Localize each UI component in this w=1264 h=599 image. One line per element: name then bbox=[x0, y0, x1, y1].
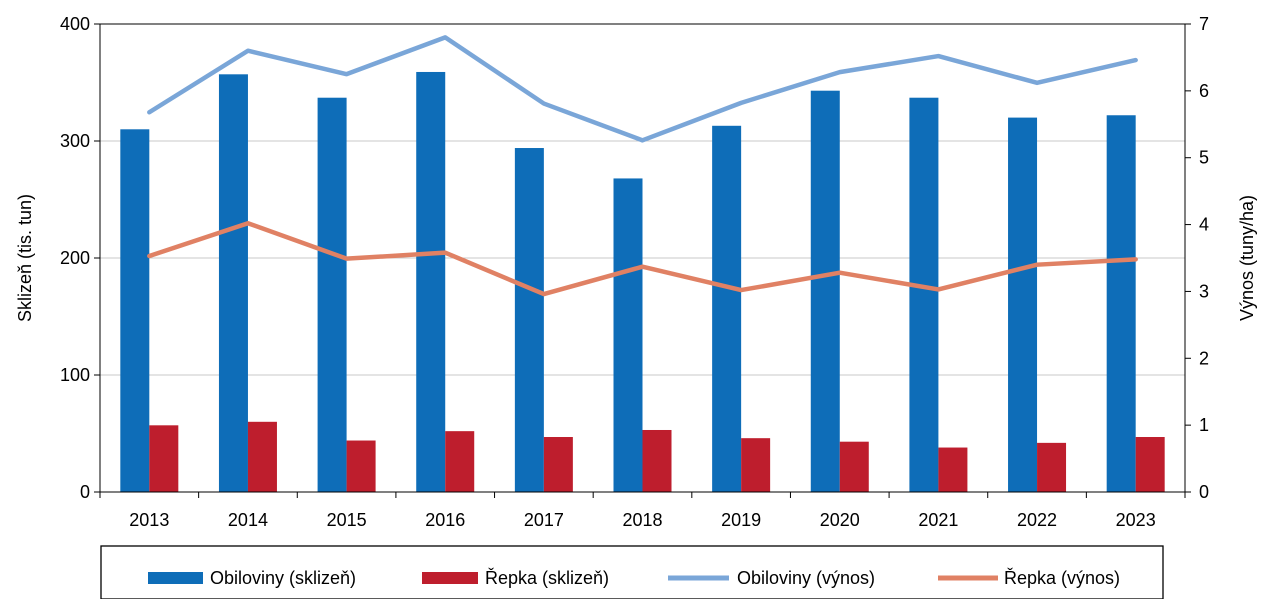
x-tick-label: 2020 bbox=[820, 510, 860, 530]
bar-0-2013 bbox=[120, 129, 150, 493]
x-tick-label: 2017 bbox=[524, 510, 564, 530]
bar-0-2023 bbox=[1106, 115, 1136, 492]
legend-item-repka-sklizen: Řepka (sklizeň) bbox=[422, 568, 609, 588]
y-tick-label: 300 bbox=[60, 131, 90, 151]
bar-1-2014 bbox=[247, 421, 277, 492]
bar-1-2022 bbox=[1037, 442, 1067, 492]
axes: 0 100 200 300 400 0 1 2 3 4 5 6 7 2013 2014 2015 2016 201… bbox=[60, 14, 1209, 530]
bar-1-2013 bbox=[149, 425, 179, 492]
x-tick-label: 2016 bbox=[425, 510, 465, 530]
y2-tick-label: 6 bbox=[1199, 81, 1209, 101]
bar-0-2019 bbox=[712, 125, 742, 492]
bar-1-2019 bbox=[741, 438, 771, 492]
y2-tick-label: 3 bbox=[1199, 281, 1209, 301]
x-tick-label: 2021 bbox=[918, 510, 958, 530]
x-tick-label: 2018 bbox=[622, 510, 662, 530]
bar-0-2014 bbox=[218, 74, 248, 492]
y-axis-title: Sklizeň (tis. tun) bbox=[15, 194, 35, 322]
bar-1-2018 bbox=[642, 429, 672, 492]
legend-swatch bbox=[422, 572, 478, 584]
legend-label: Obiloviny (sklizeň) bbox=[210, 568, 356, 588]
y2-tick-label: 2 bbox=[1199, 348, 1209, 368]
legend-label: Obiloviny (výnos) bbox=[737, 568, 875, 588]
bar-1-2020 bbox=[839, 441, 869, 492]
y2-tick-label: 0 bbox=[1199, 482, 1209, 502]
lines bbox=[147, 35, 1138, 297]
bar-0-2021 bbox=[909, 97, 939, 493]
bar-0-2018 bbox=[613, 178, 643, 492]
legend: Obiloviny (sklizeň) Řepka (sklizeň) Obil… bbox=[100, 545, 1164, 599]
y-tick-label: 0 bbox=[80, 482, 90, 502]
bars bbox=[120, 71, 1165, 493]
y2-axis-title: Výnos (tuny/ha) bbox=[1237, 195, 1257, 321]
y-tick-label: 100 bbox=[60, 365, 90, 385]
y-tick-label: 200 bbox=[60, 248, 90, 268]
x-tick-label: 2014 bbox=[228, 510, 268, 530]
x-tick-label: 2013 bbox=[129, 510, 169, 530]
legend-item-obiloviny-sklizen: Obiloviny (sklizeň) bbox=[148, 568, 356, 588]
bar-0-2017 bbox=[514, 148, 544, 492]
y-tick-label: 400 bbox=[60, 14, 90, 34]
legend-label: Řepka (výnos) bbox=[1004, 568, 1120, 588]
bar-0-2015 bbox=[317, 97, 347, 493]
bar-1-2015 bbox=[346, 440, 376, 492]
bar-0-2020 bbox=[810, 90, 840, 492]
bar-0-2016 bbox=[416, 71, 446, 492]
legend-box bbox=[100, 545, 1164, 599]
y2-tick-label: 7 bbox=[1199, 14, 1209, 34]
legend-swatch bbox=[148, 572, 203, 584]
y2-tick-label: 1 bbox=[1199, 415, 1209, 435]
x-tick-label: 2019 bbox=[721, 510, 761, 530]
legend-item-obiloviny-vynos: Obiloviny (výnos) bbox=[668, 568, 875, 588]
bar-0-2022 bbox=[1008, 117, 1038, 492]
bar-1-2021 bbox=[938, 447, 968, 492]
bar-1-2016 bbox=[445, 431, 475, 492]
legend-item-repka-vynos: Řepka (výnos) bbox=[938, 568, 1120, 588]
bar-1-2017 bbox=[543, 437, 573, 492]
legend-label: Řepka (sklizeň) bbox=[485, 568, 609, 588]
x-tick-label: 2022 bbox=[1017, 510, 1057, 530]
x-tick-label: 2015 bbox=[327, 510, 367, 530]
plot-frame bbox=[99, 23, 1186, 493]
y2-tick-label: 5 bbox=[1199, 148, 1209, 168]
series-line-3 bbox=[147, 220, 1138, 297]
bar-1-2023 bbox=[1135, 437, 1165, 492]
series-line-2 bbox=[147, 35, 1138, 143]
x-tick-label: 2023 bbox=[1116, 510, 1156, 530]
y2-tick-label: 4 bbox=[1199, 215, 1209, 235]
